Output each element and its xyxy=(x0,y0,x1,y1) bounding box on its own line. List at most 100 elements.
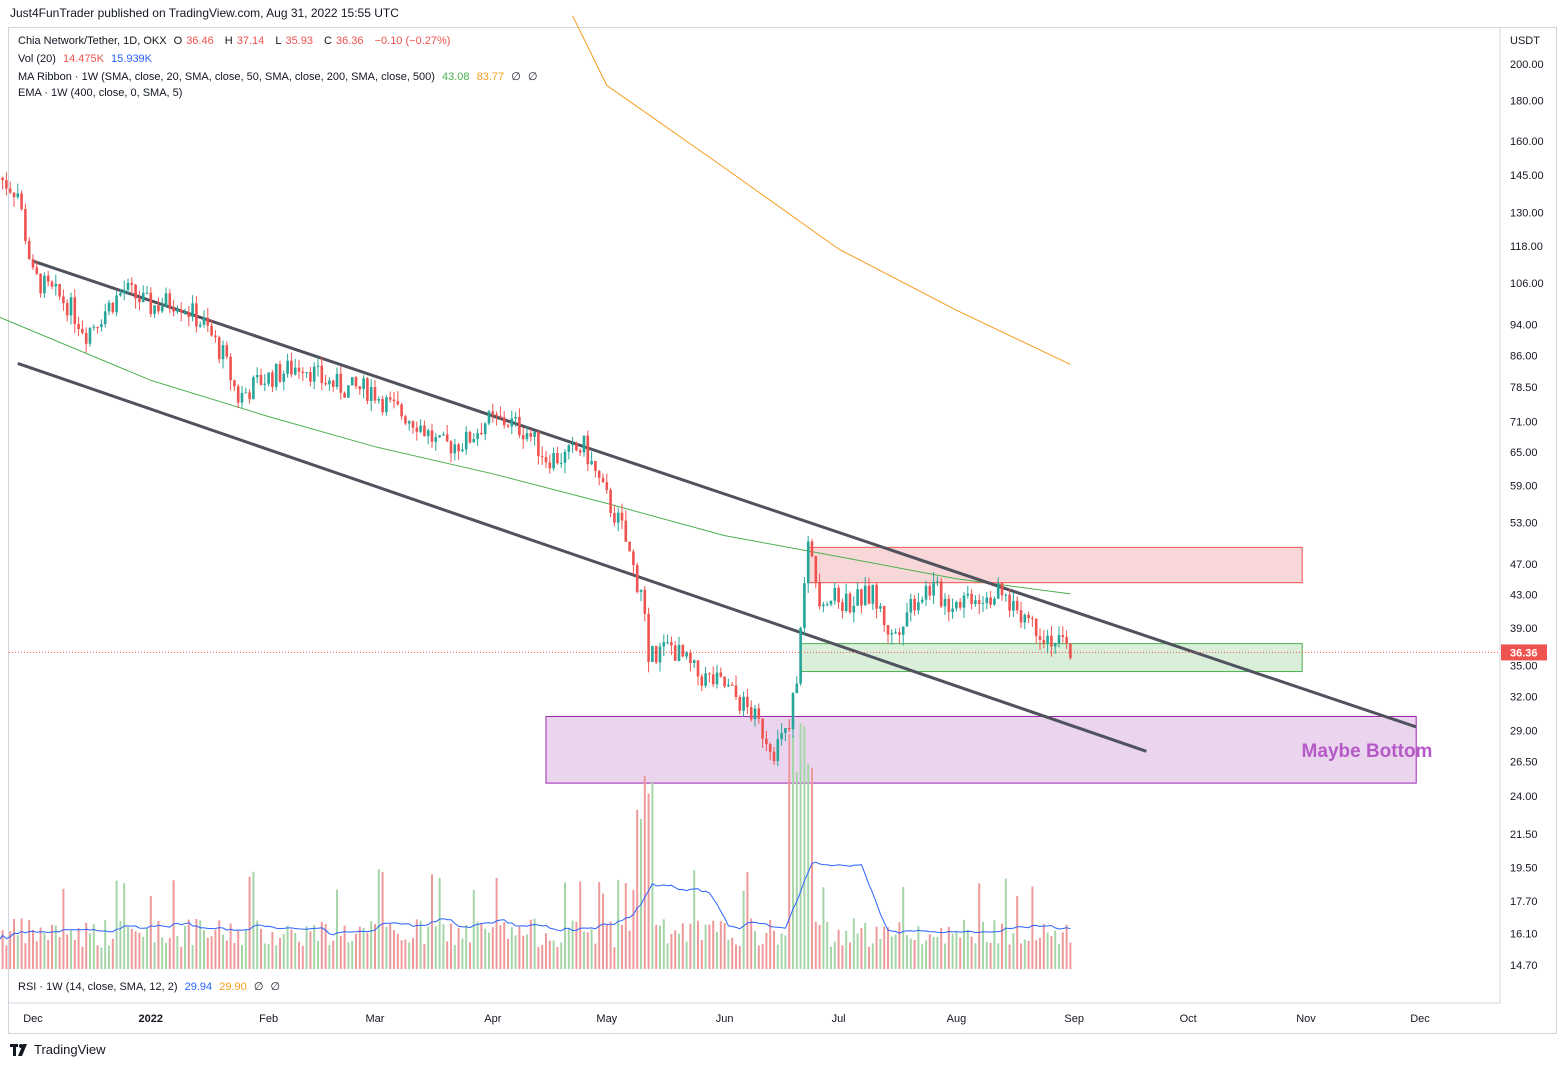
candle-body xyxy=(1015,600,1019,611)
volume-bar xyxy=(826,922,829,969)
channel-lower-line[interactable] xyxy=(17,361,1147,753)
candle-body xyxy=(723,676,726,687)
volume-bar xyxy=(959,937,962,969)
volume-bar xyxy=(780,933,783,969)
volume-bar xyxy=(206,937,209,969)
candle-body xyxy=(54,283,58,287)
volume-bar xyxy=(43,933,46,969)
volume-bar xyxy=(119,921,122,969)
legend-close: 36.36 xyxy=(336,35,364,47)
candle-body xyxy=(328,380,331,385)
candle-body xyxy=(233,380,236,387)
volume-bar xyxy=(526,934,528,969)
candle-body xyxy=(195,303,198,327)
volume-bar xyxy=(127,926,129,969)
candle-body xyxy=(719,672,723,677)
candle-body xyxy=(841,602,844,611)
price-tick-label: 17.70 xyxy=(1510,896,1538,908)
candle-body xyxy=(677,645,681,661)
volume-bar xyxy=(199,920,202,969)
candle-body xyxy=(183,312,187,314)
volume-bar xyxy=(814,921,817,969)
volume-bar xyxy=(339,935,342,969)
candle-body xyxy=(145,292,149,294)
volume-bar xyxy=(225,940,228,969)
channel-upper-line[interactable] xyxy=(32,259,1417,729)
price-tick-label: 24.00 xyxy=(1510,791,1538,803)
candle-body xyxy=(65,303,69,316)
volume-bar xyxy=(985,942,988,969)
candle-body xyxy=(331,380,335,387)
volume-bar xyxy=(165,942,167,969)
candle-body xyxy=(495,414,498,416)
volume-bar xyxy=(738,945,741,969)
candle-body xyxy=(920,599,924,603)
volume-bar xyxy=(28,920,31,969)
time-tick-label: 2022 xyxy=(139,1013,163,1025)
volume-bar xyxy=(906,935,908,969)
candle-body xyxy=(993,598,996,605)
volume-bar xyxy=(1016,896,1019,969)
volume-bar xyxy=(651,781,654,969)
candle-body xyxy=(149,292,153,315)
volume-bar xyxy=(271,931,274,969)
candle-body xyxy=(480,432,483,435)
volume-bar xyxy=(161,937,164,969)
volume-bar xyxy=(529,919,532,969)
time-tick-label: Oct xyxy=(1180,1013,1197,1025)
volume-bar xyxy=(1042,924,1045,969)
volume-bar xyxy=(590,929,593,969)
volume-bar xyxy=(579,881,582,969)
volume-bar xyxy=(1039,937,1041,969)
candle-body xyxy=(966,593,970,596)
candle-body xyxy=(662,642,666,647)
candle-body xyxy=(381,398,384,413)
candle-body xyxy=(62,296,65,304)
legend-open: 36.46 xyxy=(186,35,214,47)
volume-bar xyxy=(879,938,882,969)
resistance-zone[interactable] xyxy=(807,546,1303,584)
volume-bar xyxy=(533,918,536,969)
volume-bar xyxy=(712,920,715,969)
candle-body xyxy=(172,307,175,312)
candle-body xyxy=(39,273,42,294)
price-tick-label: 26.50 xyxy=(1510,757,1538,769)
volume-bar xyxy=(252,871,255,969)
tradingview-footer[interactable]: TradingView xyxy=(10,1042,106,1057)
volume-bar xyxy=(1054,930,1057,969)
volume-bar xyxy=(575,921,578,969)
candle-body xyxy=(567,445,571,452)
volume-bar xyxy=(567,927,570,969)
candle-body xyxy=(84,332,88,344)
candle-body xyxy=(970,593,973,604)
bottom-zone[interactable] xyxy=(545,715,1417,784)
candle-body xyxy=(126,282,130,290)
last-price-tag-label: 36.36 xyxy=(1510,647,1538,659)
candle-body xyxy=(616,512,620,523)
volume-bar xyxy=(689,923,692,969)
volume-bar xyxy=(605,924,608,969)
volume-bar xyxy=(13,918,15,969)
candle-body xyxy=(818,582,821,607)
candle-body xyxy=(31,259,35,268)
candle-body xyxy=(757,708,761,719)
candle-body xyxy=(552,453,555,469)
volume-bar xyxy=(845,930,848,969)
volume-bar xyxy=(153,942,156,969)
ma-ribbon xyxy=(0,15,1071,595)
candle-body xyxy=(107,302,111,312)
candle-body xyxy=(601,477,605,483)
volume-bar xyxy=(290,929,293,969)
candle-body xyxy=(312,366,316,382)
candle-body xyxy=(730,684,734,686)
candle-body xyxy=(609,489,612,513)
volume-bar xyxy=(830,946,832,969)
volume-bar xyxy=(1012,933,1015,969)
volume-bar xyxy=(385,926,388,969)
candle-body xyxy=(419,425,422,432)
volume-bar xyxy=(803,726,806,969)
ma-ribbon-green-line xyxy=(0,316,1071,595)
candle-body xyxy=(400,404,403,417)
candle-body xyxy=(548,462,552,469)
